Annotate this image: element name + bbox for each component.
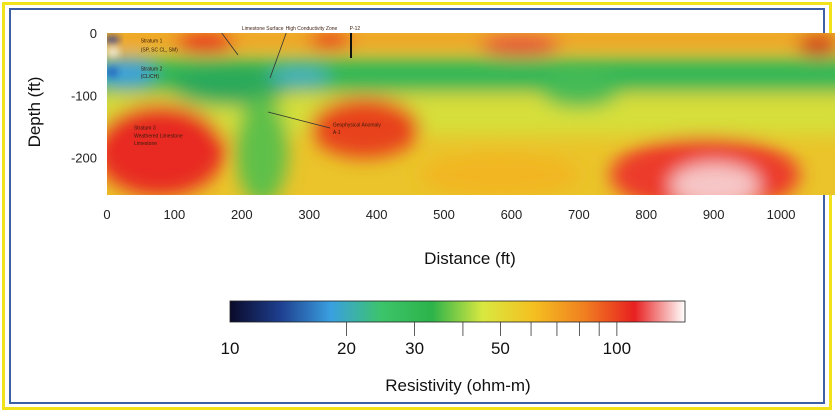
heatmap-blobs bbox=[107, 33, 835, 195]
x-tick-label: 600 bbox=[501, 207, 523, 222]
blob-orange-south bbox=[420, 153, 580, 195]
annotation-leader-3 bbox=[267, 111, 331, 129]
colorbar-ticks bbox=[346, 322, 618, 336]
annotation-text: Geophysical Anomaly bbox=[333, 122, 382, 128]
blob-red-surface-1 bbox=[175, 33, 235, 52]
y-axis-ticks: 0 -100 -200 bbox=[71, 26, 97, 166]
colorbar-tick-label: 50 bbox=[491, 339, 510, 358]
blob-red-anomaly bbox=[310, 98, 420, 158]
figure-inner-border bbox=[9, 8, 825, 404]
x-tick-label: 500 bbox=[433, 207, 455, 222]
y-tick-label: -200 bbox=[71, 151, 97, 166]
colorbar-tick-label: 30 bbox=[405, 339, 424, 358]
annotation-text: Stratum 2 bbox=[141, 66, 163, 72]
blob-red-surface-4 bbox=[798, 35, 835, 55]
blob-green-east bbox=[540, 72, 620, 108]
annotation-text: (SP, SC CL, SM) bbox=[141, 48, 178, 54]
blob-dark-blue-spot bbox=[107, 36, 120, 44]
heatmap-details bbox=[107, 36, 120, 76]
x-axis-ticks: 0 100 200 300 400 500 600 700 800 900 1000 bbox=[103, 207, 795, 222]
y-axis-title: Depth (ft) bbox=[25, 77, 44, 148]
blob-green-channel bbox=[236, 95, 288, 195]
x-axis-title: Distance (ft) bbox=[424, 249, 516, 268]
annotation-text: P-12 bbox=[350, 26, 361, 32]
x-tick-label: 1000 bbox=[767, 207, 796, 222]
annotation-labels: Limestone Surface High Conductivity Zone P… bbox=[134, 26, 381, 147]
x-tick-label: 100 bbox=[164, 207, 186, 222]
colorbar-tick-label: 20 bbox=[337, 339, 356, 358]
colorbar-title: Resistivity (ohm-m) bbox=[385, 376, 530, 395]
y-tick-label: 0 bbox=[90, 26, 97, 41]
annotation-text: Limestone Surface bbox=[242, 26, 284, 32]
colorbar bbox=[229, 300, 686, 323]
heatmap-plot-area bbox=[107, 33, 835, 195]
blob-orange-surface bbox=[107, 33, 835, 46]
annotation-leader-2 bbox=[269, 33, 287, 79]
annotation-text: High Conductivity Zone bbox=[286, 26, 338, 32]
blob-blue-spot bbox=[107, 68, 118, 76]
colorbar-tick-label: 10 bbox=[221, 339, 240, 358]
annotation-text: Weathered Limestone bbox=[134, 134, 183, 140]
y-tick-label: -100 bbox=[71, 88, 97, 103]
x-tick-label: 700 bbox=[568, 207, 590, 222]
annotation-leader-1 bbox=[221, 33, 239, 56]
blob-white-east bbox=[670, 163, 760, 195]
blob-red-surface-3 bbox=[480, 35, 560, 55]
x-tick-label: 400 bbox=[366, 207, 388, 222]
annotation-text: Stratum 3 bbox=[134, 126, 156, 132]
colorbar-tick-label: 100 bbox=[603, 339, 631, 358]
x-tick-label: 800 bbox=[635, 207, 657, 222]
blob-red-surface-2 bbox=[308, 33, 352, 49]
x-tick-label: 300 bbox=[298, 207, 320, 222]
x-tick-label: 0 bbox=[103, 207, 110, 222]
blob-cyan-center bbox=[270, 66, 330, 86]
x-tick-label: 200 bbox=[231, 207, 253, 222]
x-tick-label: 900 bbox=[703, 207, 725, 222]
annotation-text: (CL/CH) bbox=[141, 74, 160, 80]
annotation-text: Stratum 1 bbox=[141, 38, 163, 44]
blob-red-west bbox=[107, 104, 225, 195]
blob-blue-west bbox=[107, 58, 155, 86]
colorbar-tick-labels: 10 20 30 50 100 bbox=[221, 339, 632, 358]
annotation-text: A-1 bbox=[333, 130, 341, 136]
annotation-text: Limestone bbox=[134, 141, 157, 147]
blob-white-spot bbox=[107, 48, 119, 56]
